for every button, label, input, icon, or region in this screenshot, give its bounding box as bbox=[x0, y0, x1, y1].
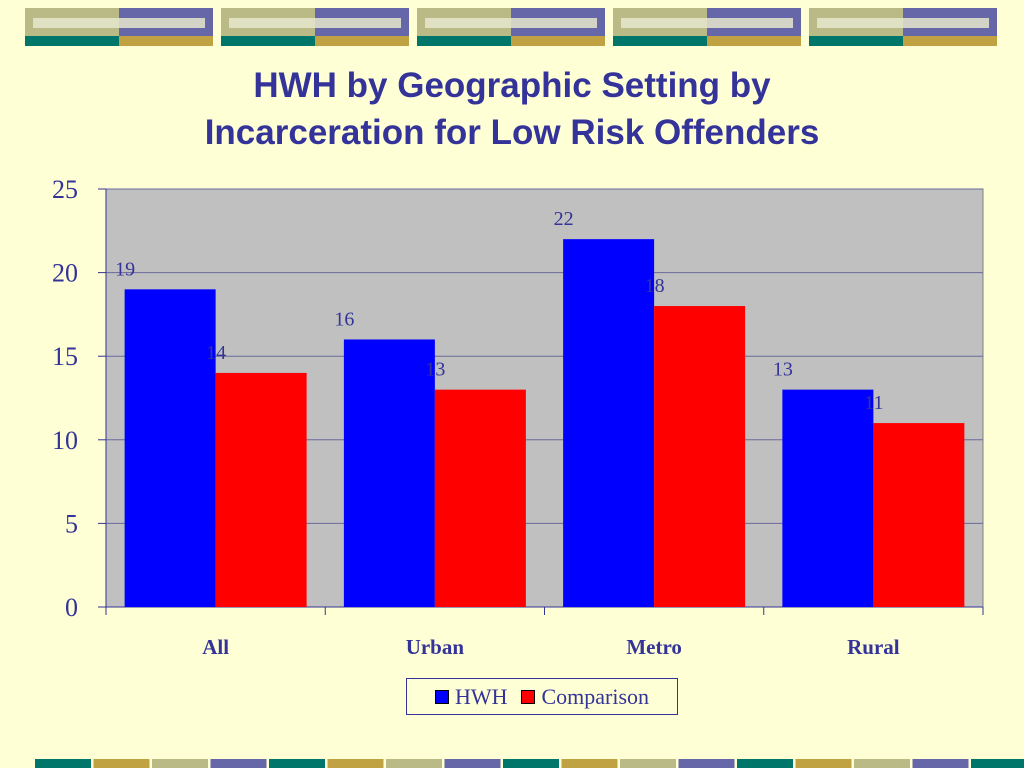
band-bottom-tile bbox=[854, 759, 910, 768]
data-label: 14 bbox=[206, 342, 226, 364]
band-bottom-tile bbox=[561, 759, 618, 768]
band-tile-stripe bbox=[817, 18, 989, 28]
band-bottom-tile bbox=[503, 759, 559, 768]
y-tick-label: 0 bbox=[65, 593, 78, 622]
data-label: 22 bbox=[554, 208, 574, 230]
bar-chart: 0 5 10 15 20 25 19 14 All 16 13 Urban 22 18 Metro 13 11 R… bbox=[52, 175, 984, 659]
legend-item-comparison: Comparison bbox=[521, 684, 649, 710]
bar-hwh-metro bbox=[563, 239, 655, 607]
legend-label-comparison: Comparison bbox=[541, 683, 650, 709]
data-label: 16 bbox=[334, 308, 354, 330]
band-tile-stripe bbox=[425, 18, 597, 28]
band-tile-teal bbox=[25, 36, 119, 46]
band-bottom-tile bbox=[210, 759, 267, 768]
band-bottom-tile bbox=[912, 759, 969, 768]
bar-comparison-metro bbox=[654, 306, 746, 607]
data-label: 18 bbox=[645, 275, 665, 297]
bar-hwh-rural bbox=[782, 389, 874, 607]
band-tile-teal bbox=[221, 36, 315, 46]
band-tile-stripe bbox=[33, 18, 205, 28]
band-tile-teal bbox=[417, 36, 511, 46]
x-tick-label: Metro bbox=[626, 635, 682, 659]
chart-legend: HWH Comparison bbox=[406, 678, 678, 715]
band-bottom-tile bbox=[620, 759, 676, 768]
x-tick-label: All bbox=[202, 635, 229, 659]
bar-comparison-rural bbox=[873, 423, 965, 607]
x-tick-label: Urban bbox=[406, 635, 465, 659]
bottom-decorative-band bbox=[35, 759, 1024, 768]
band-bottom-tile bbox=[93, 759, 150, 768]
bar-hwh-urban bbox=[343, 339, 435, 607]
bar-comparison-all bbox=[215, 372, 307, 607]
band-bottom-tile bbox=[327, 759, 384, 768]
band-bottom-tile bbox=[678, 759, 735, 768]
y-tick-label: 20 bbox=[52, 259, 78, 288]
band-tile-stripe bbox=[621, 18, 793, 28]
y-tick-label: 10 bbox=[52, 426, 78, 455]
band-bottom-tile bbox=[971, 759, 1024, 768]
top-decorative-band bbox=[25, 8, 997, 46]
band-bottom-tile bbox=[35, 759, 91, 768]
legend-label-hwh: HWH bbox=[454, 683, 508, 709]
band-bottom-tile bbox=[444, 759, 501, 768]
y-tick-label: 5 bbox=[65, 509, 78, 538]
band-bottom-tile bbox=[152, 759, 208, 768]
y-tick-label: 15 bbox=[52, 342, 78, 371]
band-tile-gold bbox=[511, 36, 605, 46]
band-bottom-tile bbox=[386, 759, 442, 768]
chart-title-line-1: HWH by Geographic Setting by bbox=[253, 66, 771, 105]
band-tile-gold bbox=[707, 36, 801, 46]
band-tile-gold bbox=[315, 36, 409, 46]
data-label: 13 bbox=[425, 359, 445, 381]
legend-swatch-hwh bbox=[434, 689, 449, 704]
band-tile-teal bbox=[809, 36, 903, 46]
band-tile-stripe bbox=[229, 18, 401, 28]
y-tick-label: 25 bbox=[52, 175, 78, 204]
band-tile-gold bbox=[903, 36, 997, 46]
data-label: 11 bbox=[864, 392, 883, 414]
bar-comparison-urban bbox=[434, 389, 526, 607]
data-label: 19 bbox=[115, 258, 135, 280]
band-tile-teal bbox=[613, 36, 707, 46]
band-bottom-tile bbox=[795, 759, 852, 768]
band-tile-gold bbox=[119, 36, 213, 46]
band-bottom-tile bbox=[269, 759, 325, 768]
legend-item-hwh: HWH bbox=[434, 683, 508, 710]
band-bottom-tile bbox=[737, 759, 793, 768]
data-label: 13 bbox=[773, 359, 793, 381]
x-tick-label: Rural bbox=[847, 635, 900, 659]
chart-title-line-2: Incarceration for Low Risk Offenders bbox=[204, 113, 820, 152]
legend-swatch-comparison bbox=[521, 689, 536, 704]
bar-hwh-all bbox=[124, 289, 216, 607]
chart-title: HWH by Geographic Setting by Incarcerati… bbox=[0, 62, 1024, 156]
